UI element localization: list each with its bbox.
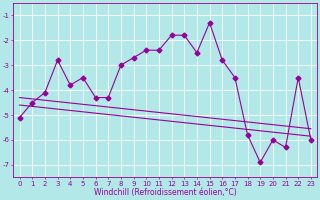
X-axis label: Windchill (Refroidissement éolien,°C): Windchill (Refroidissement éolien,°C) (94, 188, 236, 197)
